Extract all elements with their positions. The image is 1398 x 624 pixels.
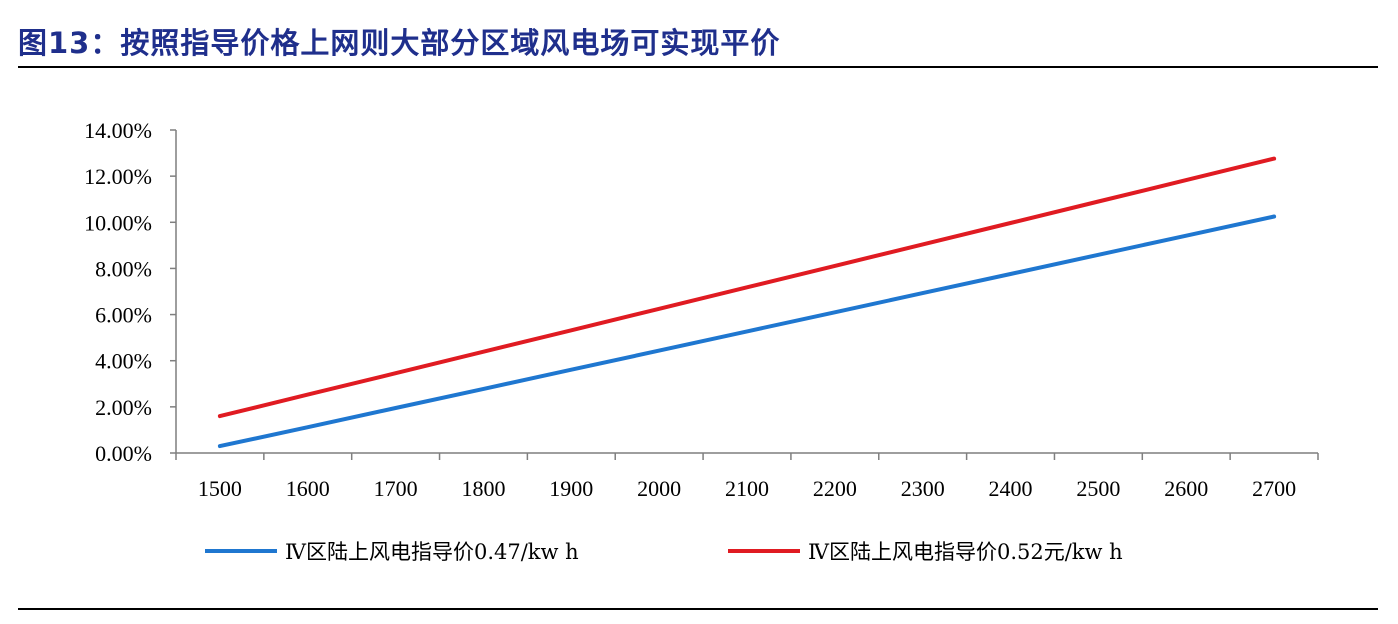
x-axis-ticks: 1500 1600 1700 1800 1900 2000 2100 2200 2300 2400… [175, 453, 1319, 501]
x-tick-label: 2000 [637, 476, 681, 501]
y-tick-label: 8.00% [95, 256, 152, 281]
x-tick-label: 2100 [725, 476, 769, 501]
x-tick-label: 2200 [813, 476, 857, 501]
x-tick-label: 1600 [286, 476, 330, 501]
title-underline [18, 66, 1378, 68]
y-axis-ticks: 0.00% 2.00% 4.00% 6.00% 8.00% 10.00% 12.00% 14.… [84, 118, 176, 466]
x-tick-label: 2700 [1252, 476, 1296, 501]
series-line-1 [217, 214, 1277, 449]
legend-label-1: Ⅳ区陆上风电指导价0.47/kw h [285, 540, 579, 564]
x-tick-label: 1500 [198, 476, 242, 501]
chart-axes [175, 130, 1318, 454]
series-line-2 [217, 156, 1277, 419]
y-tick-label: 12.00% [84, 164, 152, 189]
y-tick-label: 4.00% [95, 349, 152, 374]
x-tick-label: 2300 [901, 476, 945, 501]
chart-legend: Ⅳ区陆上风电指导价0.47/kw h Ⅳ区陆上风电指导价0.52元/kw h [205, 540, 1123, 564]
x-tick-label: 1700 [374, 476, 418, 501]
legend-label-2: Ⅳ区陆上风电指导价0.52元/kw h [808, 540, 1123, 564]
bottom-rule [18, 608, 1378, 610]
x-tick-label: 1800 [461, 476, 505, 501]
x-tick-label: 2600 [1164, 476, 1208, 501]
series-lines [217, 156, 1277, 449]
y-tick-label: 0.00% [95, 441, 152, 466]
x-tick-label: 2400 [989, 476, 1033, 501]
y-tick-label: 14.00% [84, 118, 152, 143]
y-tick-label: 10.00% [84, 210, 152, 235]
x-tick-label: 2500 [1076, 476, 1120, 501]
y-tick-label: 2.00% [95, 395, 152, 420]
y-tick-label: 6.00% [95, 303, 152, 328]
figure-title: 图13：按照指导价格上网则大部分区域风电场可实现平价 [18, 26, 781, 60]
x-tick-label: 1900 [549, 476, 593, 501]
